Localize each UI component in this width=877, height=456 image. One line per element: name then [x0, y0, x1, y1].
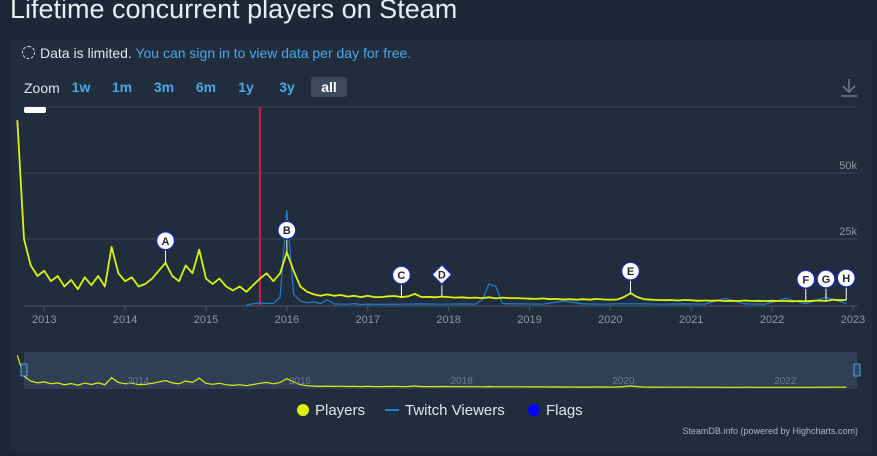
flags-legend-dot	[528, 404, 540, 416]
flag-label-E: E	[627, 266, 634, 278]
flag-label-G: G	[822, 274, 831, 286]
x-tick-label-2020: 2020	[598, 314, 622, 326]
players-legend-dot	[297, 404, 309, 416]
flag-label-F: F	[802, 274, 809, 286]
flag-label-A: A	[162, 236, 170, 248]
x-tick-label-2018: 2018	[436, 314, 460, 326]
zoom-6m-button[interactable]: 6m	[195, 79, 217, 95]
download-icon[interactable]	[840, 78, 858, 98]
legend-item-twitch[interactable]: Twitch Viewers	[385, 402, 505, 419]
navigator-selection	[24, 352, 857, 389]
x-tick-label-2017: 2017	[355, 314, 379, 326]
chart-credit: SteamDB.info (powered by Highcharts.com)	[682, 426, 858, 436]
y-tick-label-50k: 50k	[839, 160, 857, 172]
data-limited-notice: Data is limited. You can sign in to view…	[22, 45, 411, 61]
zoom-1y-button[interactable]: 1y	[238, 79, 254, 95]
x-tick-label-2014: 2014	[113, 314, 137, 326]
y-tick-label-25k: 25k	[839, 226, 857, 238]
series-line-players	[16, 120, 847, 303]
x-tick-label-2021: 2021	[679, 314, 703, 326]
navigator-handle-left[interactable]	[20, 363, 28, 377]
flag-marker-B	[277, 220, 297, 240]
zoom-label: Zoom	[24, 80, 60, 96]
zoom-3m-button[interactable]: 3m	[153, 79, 175, 95]
zoom-1m-button[interactable]: 1m	[111, 79, 133, 95]
legend-label-twitch: Twitch Viewers	[405, 402, 505, 419]
navigator-tick-2018: 2018	[451, 376, 474, 387]
legend-label-flags: Flags	[546, 402, 583, 419]
legend-item-players[interactable]: Players	[297, 402, 365, 419]
flag-marker-D	[430, 263, 453, 286]
page-title: Lifetime concurrent players on Steam	[10, 0, 458, 24]
navigator-tick-2016: 2016	[289, 376, 312, 387]
series-line-twitch-viewers	[246, 209, 847, 306]
zoom-3y-button[interactable]: 3y	[279, 79, 295, 95]
legend-item-flags[interactable]: Flags	[528, 402, 583, 419]
x-tick-label-2022: 2022	[760, 314, 784, 326]
flag-marker-H	[836, 268, 856, 288]
navigator-series-players	[16, 355, 847, 388]
twitch-legend-line	[385, 409, 399, 411]
flag-label-D: D	[438, 270, 446, 282]
dashed-circle-icon	[22, 46, 35, 59]
flag-marker-E	[620, 261, 641, 281]
sign-in-link[interactable]: You can sign in to view data per day for…	[135, 45, 412, 61]
legend-label-players: Players	[315, 402, 366, 419]
zoom-all-button[interactable]: all	[311, 77, 347, 97]
navigator-tick-2022: 2022	[774, 376, 797, 387]
x-tick-label-2016: 2016	[275, 314, 299, 326]
flag-label-H: H	[842, 273, 850, 285]
x-tick-label-2023: 2023	[841, 314, 865, 326]
zoom-1w-button[interactable]: 1w	[71, 79, 91, 95]
flag-marker-A	[155, 231, 176, 251]
flag-marker-F	[796, 269, 816, 290]
navigator-handle-right[interactable]	[853, 363, 861, 377]
notice-text: Data is limited.	[40, 45, 132, 61]
navigator-tick-2014: 2014	[127, 376, 150, 387]
x-tick-label-2013: 2013	[32, 314, 56, 326]
peak-indicator	[24, 107, 46, 113]
flag-label-B: B	[283, 225, 291, 237]
players-chart[interactable]: 25k 50k 2013 2014 2015 2016 2017 2018 2019 2020 20…	[0, 0, 877, 400]
flag-marker-G	[816, 269, 836, 289]
flag-marker-C	[391, 265, 412, 285]
navigator-tick-2020: 2020	[612, 376, 635, 387]
x-tick-label-2019: 2019	[517, 314, 541, 326]
flag-label-C: C	[397, 270, 405, 282]
x-tick-label-2015: 2015	[194, 314, 218, 326]
